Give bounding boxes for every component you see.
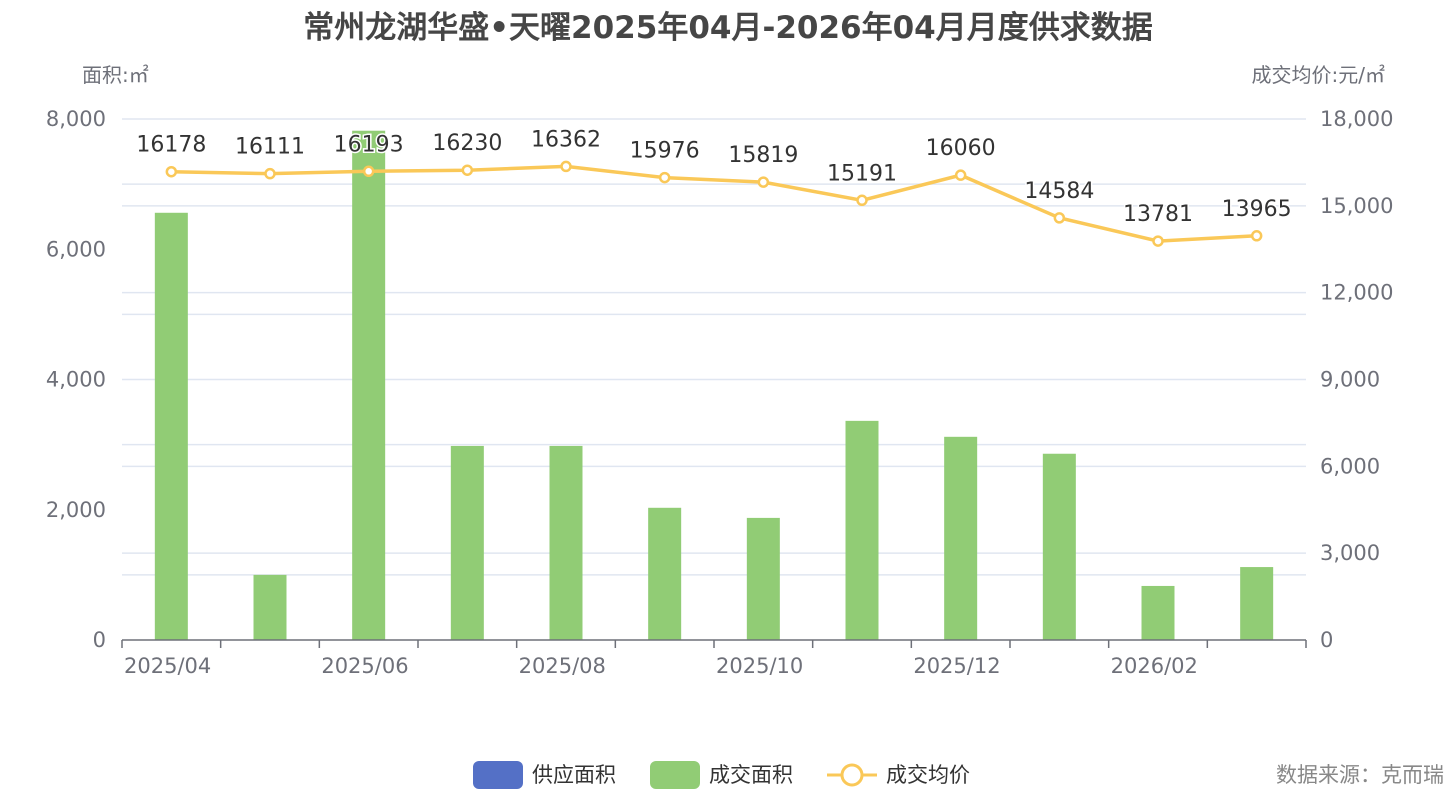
avg-price-data-label: 13781 [1123, 202, 1193, 227]
avg-price-point [856, 194, 868, 207]
avg-price-point [461, 164, 474, 176]
avg-price-data-label: 16362 [531, 127, 601, 152]
right-tick-label: 9,000 [1320, 368, 1380, 392]
legend-swatch-supply [473, 761, 523, 789]
avg-price-data-label: 16193 [334, 132, 404, 157]
avg-price-data-label: 16230 [432, 131, 502, 156]
legend-label-avg-price: 成交均价 [886, 763, 970, 787]
legend-marker-avg-price [840, 763, 864, 787]
x-tick-label: 2025/06 [321, 654, 408, 678]
avg-price-point [560, 160, 572, 173]
bar-deal-area [648, 507, 682, 640]
legend-item-deal-area[interactable]: 成交面积 [650, 761, 793, 789]
bar-deal-area [253, 574, 287, 640]
bar-deal-area [450, 445, 484, 640]
avg-price-data-label: 15976 [630, 139, 700, 164]
avg-price-data-label: 16111 [235, 135, 305, 160]
avg-price-data-label: 15191 [827, 161, 897, 186]
left-tick-label: 2,000 [46, 498, 106, 522]
left-tick-label: 8,000 [46, 107, 106, 131]
x-tick-label: 2025/10 [716, 654, 803, 678]
avg-price-line [171, 164, 1257, 243]
bar-deal-area [845, 420, 879, 640]
chart-title: 常州龙湖华盛•天曜2025年04月-2026年04月月度供求数据 [303, 10, 1153, 46]
avg-price-point [165, 165, 178, 178]
bar-deal-area [1141, 585, 1175, 640]
avg-price-data-label: 15819 [728, 143, 798, 168]
left-tick-label: 0 [93, 628, 106, 652]
legend-item-avg-price[interactable]: 成交均价 [827, 763, 970, 787]
avg-price-point [264, 167, 276, 180]
right-tick-label: 12,000 [1320, 281, 1393, 305]
right-tick-label: 0 [1320, 628, 1333, 652]
x-tick-label: 2025/12 [913, 654, 1000, 678]
legend-swatch-deal-area [650, 761, 700, 789]
left-axis-label: 面积:㎡ [82, 63, 149, 87]
avg-price-data-label: 16060 [926, 136, 996, 161]
avg-price-point [1152, 235, 1164, 247]
right-tick-label: 15,000 [1320, 194, 1393, 218]
avg-price-point [658, 171, 671, 184]
left-tick-label: 6,000 [46, 237, 106, 261]
bar-deal-area [746, 517, 780, 640]
bar-deal-area [1240, 567, 1274, 640]
bar-deal-area [352, 130, 386, 640]
avg-price-point [1053, 212, 1066, 224]
legend-label-deal-area: 成交面积 [709, 763, 793, 787]
avg-price-data-label: 16178 [136, 133, 206, 158]
avg-price-point [362, 165, 375, 178]
x-tick-label: 2025/04 [124, 654, 211, 678]
avg-price-point [1250, 230, 1263, 242]
right-axis-label: 成交均价:元/㎡ [1252, 63, 1385, 87]
x-tick-label: 2026/02 [1111, 654, 1198, 678]
data-source: 数据来源：克而瑞 [1276, 763, 1444, 787]
bar-deal-area [549, 445, 583, 640]
avg-price-point [954, 169, 967, 181]
avg-price-data-label: 14584 [1024, 179, 1094, 204]
avg-price-data-label: 13965 [1222, 197, 1292, 222]
legend: 供应面积 成交面积 成交均价 [473, 761, 970, 789]
right-tick-label: 18,000 [1320, 107, 1393, 131]
right-tick-label: 6,000 [1320, 454, 1380, 478]
x-tick-label: 2025/08 [519, 654, 606, 678]
bar-deal-area [944, 436, 978, 640]
legend-label-supply: 供应面积 [532, 763, 616, 787]
bar-deal-area [154, 212, 188, 640]
left-tick-label: 4,000 [46, 368, 106, 392]
legend-item-supply[interactable]: 供应面积 [473, 761, 616, 789]
right-tick-label: 3,000 [1320, 541, 1380, 565]
bar-deal-area [1042, 453, 1076, 640]
avg-price-point [757, 176, 770, 188]
